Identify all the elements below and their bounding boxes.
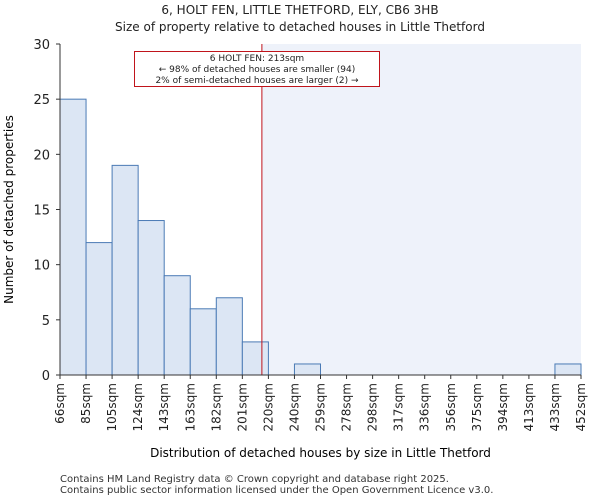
chart-subtitle: Size of property relative to detached ho… [115, 20, 485, 34]
bar-143sqm [163, 275, 191, 376]
x-tick-label: 105sqm [105, 383, 119, 431]
larger-region-highlight [261, 44, 581, 375]
x-tick-label: 356sqm [444, 383, 458, 431]
annotation-line-2: ← 98% of detached houses are smaller (94… [158, 65, 356, 75]
bar-240sqm [293, 363, 322, 376]
y-tick-label: 5 [42, 314, 50, 329]
footer-line-1: Contains HM Land Registry data © Crown c… [60, 474, 449, 485]
x-tick-label: 220sqm [261, 383, 275, 431]
annotation-line-3: 2% of semi-detached houses are larger (2… [155, 76, 359, 86]
y-tick-label: 30 [33, 38, 50, 53]
y-tick-label: 0 [42, 369, 50, 384]
bar-433sqm [554, 363, 582, 376]
bar-85sqm [85, 242, 113, 376]
annotation-line-1: 6 HOLT FEN: 213sqm [209, 54, 305, 64]
x-tick-label: 452sqm [574, 383, 588, 431]
x-tick-label: 375sqm [470, 383, 484, 431]
x-tick-label: 336sqm [418, 383, 432, 431]
bars-group [59, 98, 582, 376]
bar-105sqm [111, 164, 139, 376]
x-tick-label: 163sqm [183, 383, 197, 431]
bar-chart: 0 5 10 15 20 25 30 66sqm 85sqm 105sqm 124sqm 143sqm… [2, 38, 588, 460]
y-tick-label: 20 [33, 148, 50, 163]
bar-124sqm [137, 220, 165, 376]
x-tick-label: 240sqm [287, 383, 301, 431]
x-tick-label: 317sqm [392, 383, 406, 431]
x-tick-label: 394sqm [496, 383, 510, 431]
x-tick-label: 278sqm [340, 383, 354, 431]
x-axis-label: Distribution of detached houses by size … [150, 446, 491, 460]
bar-182sqm [215, 297, 243, 376]
x-tick-label: 298sqm [366, 383, 380, 431]
bar-201sqm [241, 341, 269, 376]
x-tick-label: 413sqm [522, 383, 536, 431]
y-axis-label: Number of detached properties [2, 115, 16, 304]
x-tick-label: 201sqm [235, 383, 249, 431]
x-tick-label: 66sqm [53, 383, 67, 424]
x-tick-label: 433sqm [548, 383, 562, 431]
bar-163sqm [189, 308, 217, 376]
x-tick-label: 182sqm [209, 383, 223, 431]
y-tick-label: 10 [33, 259, 50, 274]
footer-line-2: Contains public sector information licen… [60, 485, 494, 496]
axes-group: 0 5 10 15 20 25 30 66sqm 85sqm 105sqm 124sqm 143sqm… [33, 38, 588, 431]
y-tick-label: 15 [33, 204, 50, 219]
x-tick-label: 124sqm [131, 383, 145, 431]
bar-66sqm [59, 98, 87, 376]
x-tick-label: 85sqm [79, 383, 93, 424]
x-tick-label: 259sqm [314, 383, 328, 431]
x-tick-label: 143sqm [157, 383, 171, 431]
chart-title: 6, HOLT FEN, LITTLE THETFORD, ELY, CB6 3… [161, 3, 439, 17]
annotation-box: 6 HOLT FEN: 213sqm ← 98% of detached hou… [134, 51, 380, 87]
y-tick-label: 25 [33, 93, 50, 108]
